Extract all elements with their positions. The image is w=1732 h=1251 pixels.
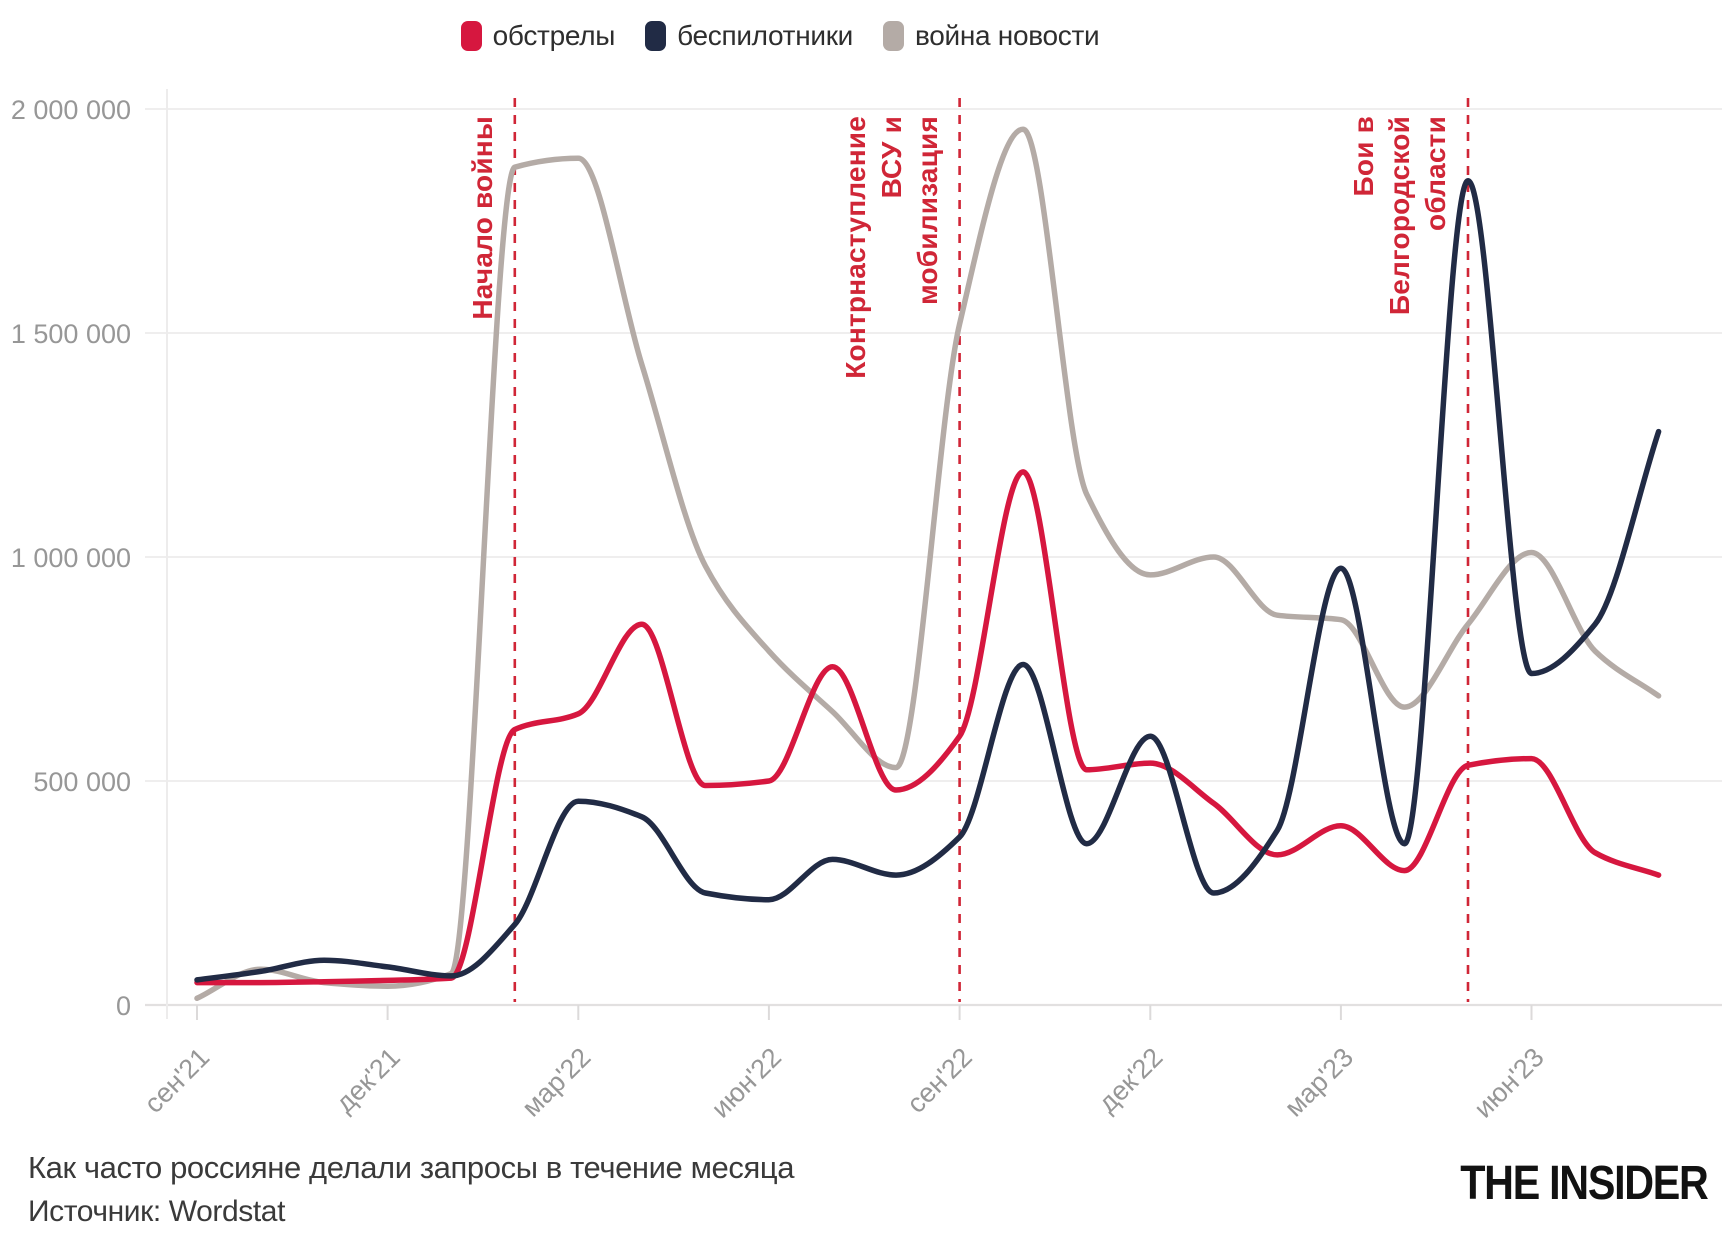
caption-block: Как часто россияне делали запросы в тече… (28, 1146, 794, 1234)
annotation-war-start: Начало войны (465, 116, 501, 456)
svg-text:1 500 000: 1 500 000 (11, 319, 131, 349)
svg-text:июн'23: июн'23 (1468, 1042, 1550, 1124)
legend-swatch-icon (645, 21, 667, 51)
annotation-counteroffensive: Контрнаступление ВСУ и мобилизация (838, 116, 946, 456)
legend-item-obstrely: обстрелы (460, 20, 616, 52)
svg-text:мар'23: мар'23 (1279, 1042, 1359, 1122)
svg-text:дек'22: дек'22 (1092, 1042, 1168, 1118)
legend-swatch-icon (883, 21, 904, 51)
legend: обстрелы беспилотники война новости (0, 20, 1560, 52)
svg-text:2 000 000: 2 000 000 (11, 95, 131, 125)
annotation-line: Контрнаступление (839, 116, 871, 379)
svg-text:500 000: 500 000 (33, 767, 131, 797)
annotation-line: области (1420, 116, 1451, 231)
annotation-line: мобилизация (911, 116, 943, 306)
annotation-belgorod: Бои в Белгородской области (1346, 116, 1454, 456)
legend-label: беспилотники (677, 20, 853, 51)
annotation-line: Белгородской (1384, 116, 1415, 316)
chart-title: Как часто россияне делали запросы в тече… (28, 1150, 795, 1185)
svg-text:дек'21: дек'21 (330, 1042, 406, 1118)
legend-item-voina-novosti: война новости (883, 20, 1100, 52)
legend-label: обстрелы (492, 20, 616, 51)
svg-text:1 000 000: 1 000 000 (11, 543, 131, 573)
svg-text:сен'21: сен'21 (138, 1042, 215, 1119)
annotation-line: Бои в (1348, 116, 1379, 197)
annotation-line: ВСУ и (875, 116, 907, 199)
svg-text:июн'22: июн'22 (706, 1042, 788, 1124)
chart-source: Источник: Wordstat (28, 1195, 286, 1228)
svg-text:сен'22: сен'22 (901, 1042, 978, 1119)
annotation-line: Начало войны (466, 116, 498, 320)
svg-text:мар'22: мар'22 (516, 1042, 596, 1122)
svg-text:0: 0 (116, 991, 131, 1021)
legend-label: война новости (915, 20, 1100, 51)
legend-swatch-icon (460, 21, 482, 51)
legend-item-bespilotniki: беспилотники (645, 20, 853, 52)
the-insider-logo: THE INSIDER (1460, 1157, 1710, 1210)
